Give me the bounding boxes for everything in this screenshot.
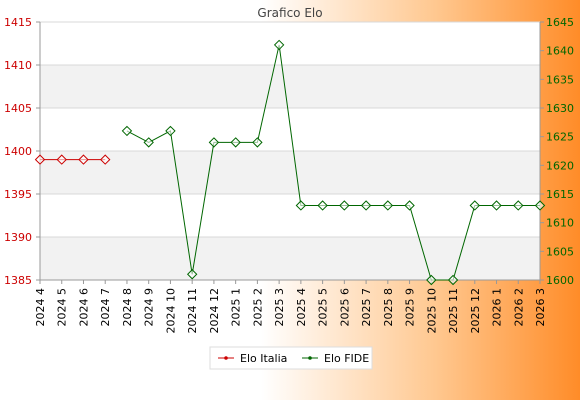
x-tick-label: 2025 1 — [230, 288, 243, 327]
chart-title: Grafico Elo — [257, 6, 322, 20]
data-point — [208, 137, 220, 148]
series-elo-fide — [121, 39, 546, 286]
y-right-tick-label: 1625 — [546, 131, 574, 144]
x-tick-label: 2025 8 — [382, 288, 395, 327]
x-tick-label: 2026 1 — [491, 288, 504, 327]
grid-band — [40, 151, 540, 194]
x-tick-label: 2025 12 — [469, 288, 482, 334]
data-point — [339, 200, 350, 211]
y-right-tick-label: 1645 — [546, 16, 574, 29]
x-tick-label: 2024 6 — [77, 288, 90, 327]
x-tick-label: 2025 6 — [338, 288, 351, 327]
y-right-tick-label: 1630 — [546, 102, 574, 115]
series-line — [126, 44, 540, 281]
data-point — [382, 200, 394, 211]
x-tick-label: 2024 8 — [121, 288, 134, 327]
x-tick-label: 2026 2 — [512, 288, 525, 327]
legend: Elo Italia Elo FIDE — [209, 346, 373, 370]
data-point — [100, 154, 111, 165]
data-point — [273, 39, 285, 51]
data-point — [252, 137, 263, 148]
legend-label: Elo FIDE — [324, 352, 369, 365]
data-point — [317, 200, 328, 211]
data-point — [34, 154, 46, 165]
x-tick-label: 2025 9 — [404, 288, 417, 327]
data-point — [143, 137, 154, 148]
y-left-tick-label: 1405 — [4, 102, 32, 115]
y-right-tick-label: 1620 — [546, 159, 574, 172]
y-left-tick-label: 1415 — [4, 16, 32, 29]
data-point — [513, 200, 524, 211]
data-point — [186, 269, 198, 280]
y-left-tick-label: 1395 — [4, 188, 32, 201]
x-tick-label: 2024 4 — [34, 288, 47, 327]
y-left-tick-label: 1400 — [4, 145, 32, 158]
data-point — [78, 154, 89, 165]
y-left-tick-label: 1390 — [4, 231, 32, 244]
y-left-tick-label: 1410 — [4, 59, 32, 72]
legend-marker-dot — [308, 356, 312, 360]
x-tick-label: 2025 5 — [317, 288, 330, 327]
x-tick-label: 2025 4 — [295, 288, 308, 327]
data-point — [360, 200, 372, 211]
x-tick-label: 2024 11 — [186, 288, 199, 334]
grid-band — [40, 65, 540, 108]
x-tick-label: 2024 7 — [99, 288, 112, 327]
y-right-tick-label: 1615 — [546, 188, 574, 201]
data-point — [491, 200, 502, 211]
x-tick-label: 2024 5 — [56, 288, 69, 327]
data-point — [121, 125, 133, 137]
y-right-tick-label: 1635 — [546, 73, 574, 86]
x-tick-label: 2024 9 — [143, 288, 156, 327]
x-tick-label: 2025 2 — [251, 288, 264, 327]
x-tick-label: 2024 12 — [208, 288, 221, 334]
x-tick-label: 2025 10 — [425, 288, 438, 334]
series-elo-italia — [34, 154, 111, 165]
y-right-tick-label: 1605 — [546, 245, 574, 258]
y-right-tick-label: 1640 — [546, 45, 574, 58]
data-point — [230, 137, 241, 148]
data-point — [426, 274, 437, 286]
y-left-tick-label: 1385 — [4, 274, 32, 287]
y-right-tick-label: 1600 — [546, 274, 574, 287]
data-point — [56, 154, 67, 165]
data-point — [404, 200, 415, 211]
x-tick-label: 2025 3 — [273, 288, 286, 327]
x-tick-label: 2024 10 — [164, 288, 177, 334]
plot-area: 1385 1390 1395 1400 1405 1410 1415 1600 1605 1610… — [4, 16, 574, 334]
legend-box — [209, 346, 373, 370]
legend-label: Elo Italia — [240, 352, 287, 365]
data-point — [534, 200, 546, 211]
y-right-tick-label: 1610 — [546, 217, 574, 230]
legend-marker-dot — [224, 356, 228, 360]
data-point — [295, 200, 307, 211]
x-tick-label: 2025 7 — [360, 288, 373, 327]
grid-band — [40, 237, 540, 280]
data-point — [447, 274, 459, 286]
data-point — [469, 200, 480, 211]
x-tick-label: 2026 3 — [534, 288, 547, 327]
data-point — [165, 125, 176, 137]
x-tick-label: 2025 11 — [447, 288, 460, 334]
